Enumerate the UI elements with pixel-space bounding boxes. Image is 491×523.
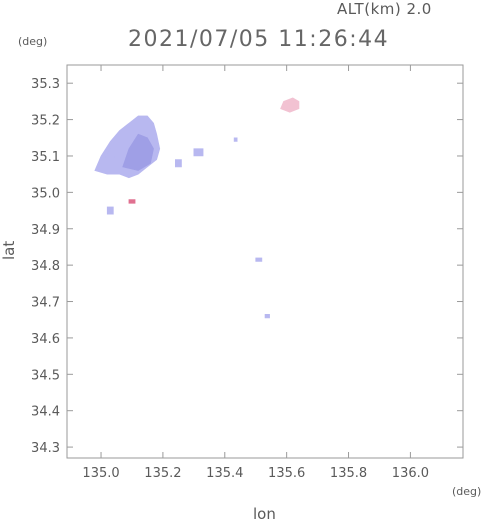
altitude-label: ALT(km) 2.0: [337, 0, 432, 18]
x-tick-label: 135.4: [206, 466, 243, 481]
echo-main: [106, 206, 114, 215]
echo-pink: [280, 97, 300, 113]
y-tick-label: 35.2: [31, 114, 60, 129]
y-unit-label: (deg): [18, 35, 48, 48]
echo-red: [128, 199, 136, 204]
echo-main: [264, 313, 270, 319]
x-tick-label: 136.0: [392, 466, 429, 481]
x-unit-label: (deg): [452, 485, 482, 498]
y-tick-label: 34.4: [31, 405, 60, 420]
x-tick-label: 135.8: [330, 466, 367, 481]
echo-main: [103, 148, 117, 160]
timestamp-title: 2021/07/05 11:26:44: [128, 27, 390, 52]
echo-main: [255, 257, 263, 262]
y-tick-label: 35.3: [31, 77, 60, 92]
x-axis-label: lon: [253, 505, 276, 523]
y-tick-label: 34.5: [31, 368, 60, 383]
y-tick-label: 34.7: [31, 296, 60, 311]
y-tick-label: 34.8: [31, 259, 60, 274]
y-tick-label: 34.6: [31, 332, 60, 347]
y-tick-label: 35.1: [31, 150, 60, 165]
echo-main: [175, 159, 182, 168]
y-tick-label: 34.9: [31, 223, 60, 238]
echo-main: [233, 137, 238, 142]
y-tick-label: 34.3: [31, 441, 60, 456]
x-tick-label: 135.0: [82, 466, 119, 481]
echo-main: [193, 148, 204, 157]
echo-dense: [122, 133, 154, 171]
plot-frame: [66, 64, 464, 459]
x-tick-label: 135.2: [144, 466, 181, 481]
x-tick-label: 135.6: [268, 466, 305, 481]
y-tick-label: 35.0: [31, 186, 60, 201]
